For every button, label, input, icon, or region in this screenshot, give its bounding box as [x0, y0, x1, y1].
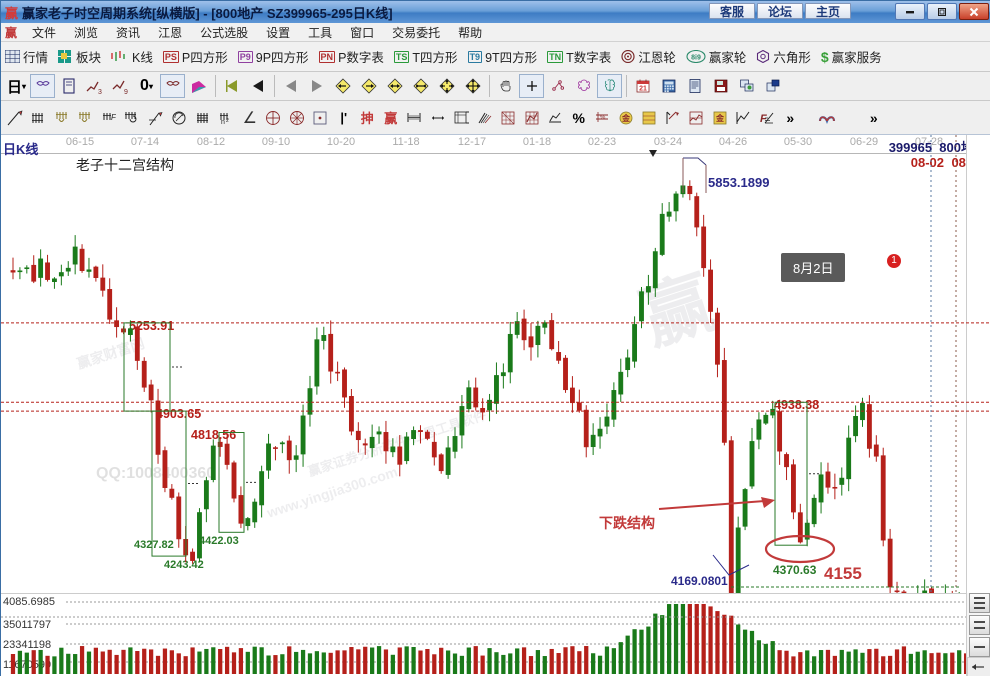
- svg-text:8i9: 8i9: [691, 55, 701, 62]
- svg-text:21: 21: [639, 86, 647, 93]
- svg-text:%: %: [600, 115, 606, 121]
- svg-text:9: 9: [124, 89, 128, 94]
- svg-text:2: 2: [226, 118, 229, 124]
- svg-text:金: 金: [621, 113, 631, 123]
- svg-text:金: 金: [715, 113, 725, 123]
- svg-text:n: n: [221, 119, 225, 125]
- svg-text:F: F: [111, 113, 116, 122]
- svg-text:3: 3: [98, 89, 102, 94]
